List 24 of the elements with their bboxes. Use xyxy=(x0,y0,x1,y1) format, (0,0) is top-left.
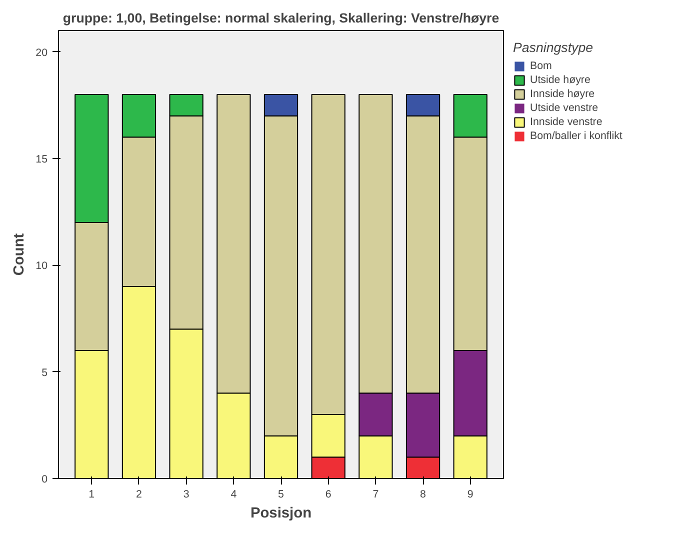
x-tick-label: 3 xyxy=(183,488,190,500)
x-axis-title: Posisjon xyxy=(250,506,312,522)
legend-label: Bom/baller i konflikt xyxy=(530,130,622,142)
y-tick-label: 15 xyxy=(36,154,48,166)
y-tick-label: 0 xyxy=(42,474,48,486)
x-tick-label: 7 xyxy=(372,488,379,500)
y-axis-title: Count xyxy=(12,233,28,276)
x-tick-label: 5 xyxy=(278,488,284,500)
legend-label: Innside venstre xyxy=(530,116,602,128)
chart-title: gruppe: 1,00, Betingelse: normal skalering, Skallering: Venstre/høyre xyxy=(62,10,500,26)
x-tick-label: 2 xyxy=(136,488,142,500)
legend-title: Pasningstype xyxy=(513,40,594,55)
x-tick-label: 4 xyxy=(230,488,237,500)
legend-label: Bom xyxy=(530,60,552,72)
x-tick-label: 1 xyxy=(88,488,95,500)
legend-label: Innside høyre xyxy=(530,88,595,100)
y-tick-label: 20 xyxy=(36,46,48,59)
x-tick-label: 9 xyxy=(467,488,474,500)
y-tick-label: 5 xyxy=(42,366,48,379)
legend-label: Utside venstre xyxy=(530,102,598,114)
x-tick-label: 8 xyxy=(420,488,426,500)
legend-label: Utside høyre xyxy=(530,74,590,86)
y-tick-label: 10 xyxy=(36,260,48,272)
x-tick-label: 6 xyxy=(325,488,332,500)
